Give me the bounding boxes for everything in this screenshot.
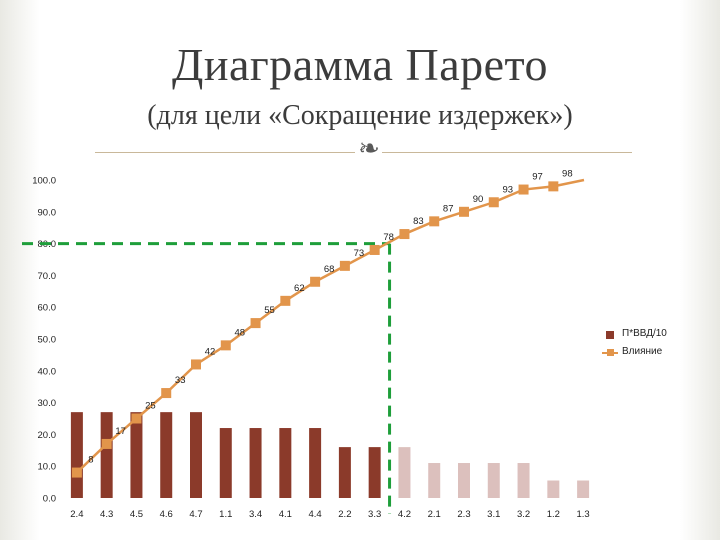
point-label: 17 xyxy=(115,426,126,437)
x-tick-label: 4.3 xyxy=(100,509,113,520)
line-marker xyxy=(518,184,529,195)
point-label: 25 xyxy=(145,401,156,412)
bar xyxy=(458,463,470,498)
bar xyxy=(100,412,113,498)
bar xyxy=(70,412,83,498)
line-marker xyxy=(71,467,82,478)
y-tick-label: 20.0 xyxy=(38,430,57,441)
x-tick-label: 1.1 xyxy=(219,509,232,520)
bar xyxy=(219,428,232,498)
line-marker xyxy=(250,318,261,329)
legend-bar-swatch xyxy=(606,331,614,339)
x-tick-label: 3.3 xyxy=(368,509,381,520)
bar xyxy=(338,447,351,498)
x-tick-label: 3.4 xyxy=(249,509,262,520)
x-tick-label: 2.3 xyxy=(457,509,470,520)
bar-series xyxy=(70,412,590,498)
x-tick-label: 4.6 xyxy=(160,509,173,520)
line-marker xyxy=(548,181,559,192)
bar xyxy=(309,428,322,498)
page-title: Диаграмма Парето xyxy=(171,39,549,90)
y-tick-label: 10.0 xyxy=(38,462,57,473)
y-tick-label: 40.0 xyxy=(38,366,57,377)
x-tick-label: 3.1 xyxy=(487,509,500,520)
line-marker xyxy=(399,229,410,240)
point-label: 55 xyxy=(264,305,275,316)
line-marker xyxy=(429,216,440,227)
x-tick-label: 1.2 xyxy=(547,509,560,520)
point-label: 97 xyxy=(532,172,543,183)
y-tick-label: 50.0 xyxy=(38,335,57,346)
point-label: 83 xyxy=(413,216,424,227)
line-marker xyxy=(131,413,142,424)
point-label: 87 xyxy=(443,203,454,214)
bar xyxy=(517,463,530,498)
bar xyxy=(160,412,173,498)
y-tick-label: 100.0 xyxy=(32,176,56,187)
x-tick-label: 2.4 xyxy=(70,509,83,520)
point-label: 93 xyxy=(502,184,513,195)
scroll-ornament-icon: ❧ xyxy=(358,134,380,163)
legend-line-label: Влияние xyxy=(622,346,663,357)
point-label: 8 xyxy=(88,455,93,466)
line-data-labels: 8 17 25 33 42 48 55 62 68 73 78 83 87 90 93 97 98 xyxy=(88,168,572,465)
x-tick-label: 4.4 xyxy=(309,509,322,520)
y-tick-label: 70.0 xyxy=(38,271,57,282)
legend-bar-label: П*ВВД/10 xyxy=(622,328,667,339)
line-series xyxy=(71,178,585,478)
bar xyxy=(249,428,262,498)
y-tick-label: 90.0 xyxy=(38,207,57,218)
x-tick-label: 2.2 xyxy=(338,509,351,520)
x-tick-label: 4.1 xyxy=(279,509,292,520)
y-tick-label: 0.0 xyxy=(43,494,56,505)
bar xyxy=(368,447,381,498)
point-label: 33 xyxy=(175,375,186,386)
line-marker xyxy=(191,359,201,370)
title-divider-right xyxy=(382,152,632,153)
line-marker xyxy=(161,388,172,399)
x-axis-labels: 2.4 4.3 4.5 4.6 4.7 1.1 3.4 4.1 4.4 2.2 3.3 4.2 2.1 2… xyxy=(70,509,589,520)
x-tick-label: 4.2 xyxy=(398,509,411,520)
x-tick-label: 4.5 xyxy=(130,509,143,520)
point-label: 78 xyxy=(383,232,394,243)
line-marker xyxy=(488,197,499,208)
x-tick-label: 3.2 xyxy=(517,509,530,520)
line-marker xyxy=(310,276,321,287)
bar xyxy=(547,480,560,498)
page-subtitle: (для цели «Сокращение издержек») xyxy=(147,100,573,131)
y-tick-label: 30.0 xyxy=(38,398,57,409)
point-label: 42 xyxy=(205,346,216,357)
bar xyxy=(577,480,590,498)
y-tick-label: 60.0 xyxy=(38,303,57,314)
line-path xyxy=(76,178,585,474)
legend-marker-swatch xyxy=(607,349,614,356)
bar xyxy=(279,428,292,498)
cutoff-lines xyxy=(22,242,392,514)
bar xyxy=(190,412,202,498)
bar xyxy=(487,463,500,498)
line-marker xyxy=(459,206,469,217)
point-label: 73 xyxy=(354,248,365,259)
x-tick-label: 4.7 xyxy=(189,509,202,520)
title-divider-left xyxy=(95,152,355,153)
line-marker xyxy=(101,438,112,449)
bar xyxy=(130,412,143,498)
point-label: 48 xyxy=(234,327,245,338)
bar xyxy=(428,463,441,498)
x-tick-label: 2.1 xyxy=(428,509,441,520)
y-axis-labels: 0.010.020.030.040.050.060.070.080.090.01… xyxy=(32,176,56,505)
bar xyxy=(398,447,411,498)
point-label: 90 xyxy=(473,194,484,205)
line-marker xyxy=(339,260,350,271)
point-label: 68 xyxy=(324,264,335,275)
line-marker xyxy=(220,340,231,351)
line-marker xyxy=(369,244,380,255)
line-marker xyxy=(280,295,291,306)
point-label: 98 xyxy=(562,168,573,179)
point-label: 62 xyxy=(294,283,305,294)
x-tick-label: 1.3 xyxy=(577,509,590,520)
